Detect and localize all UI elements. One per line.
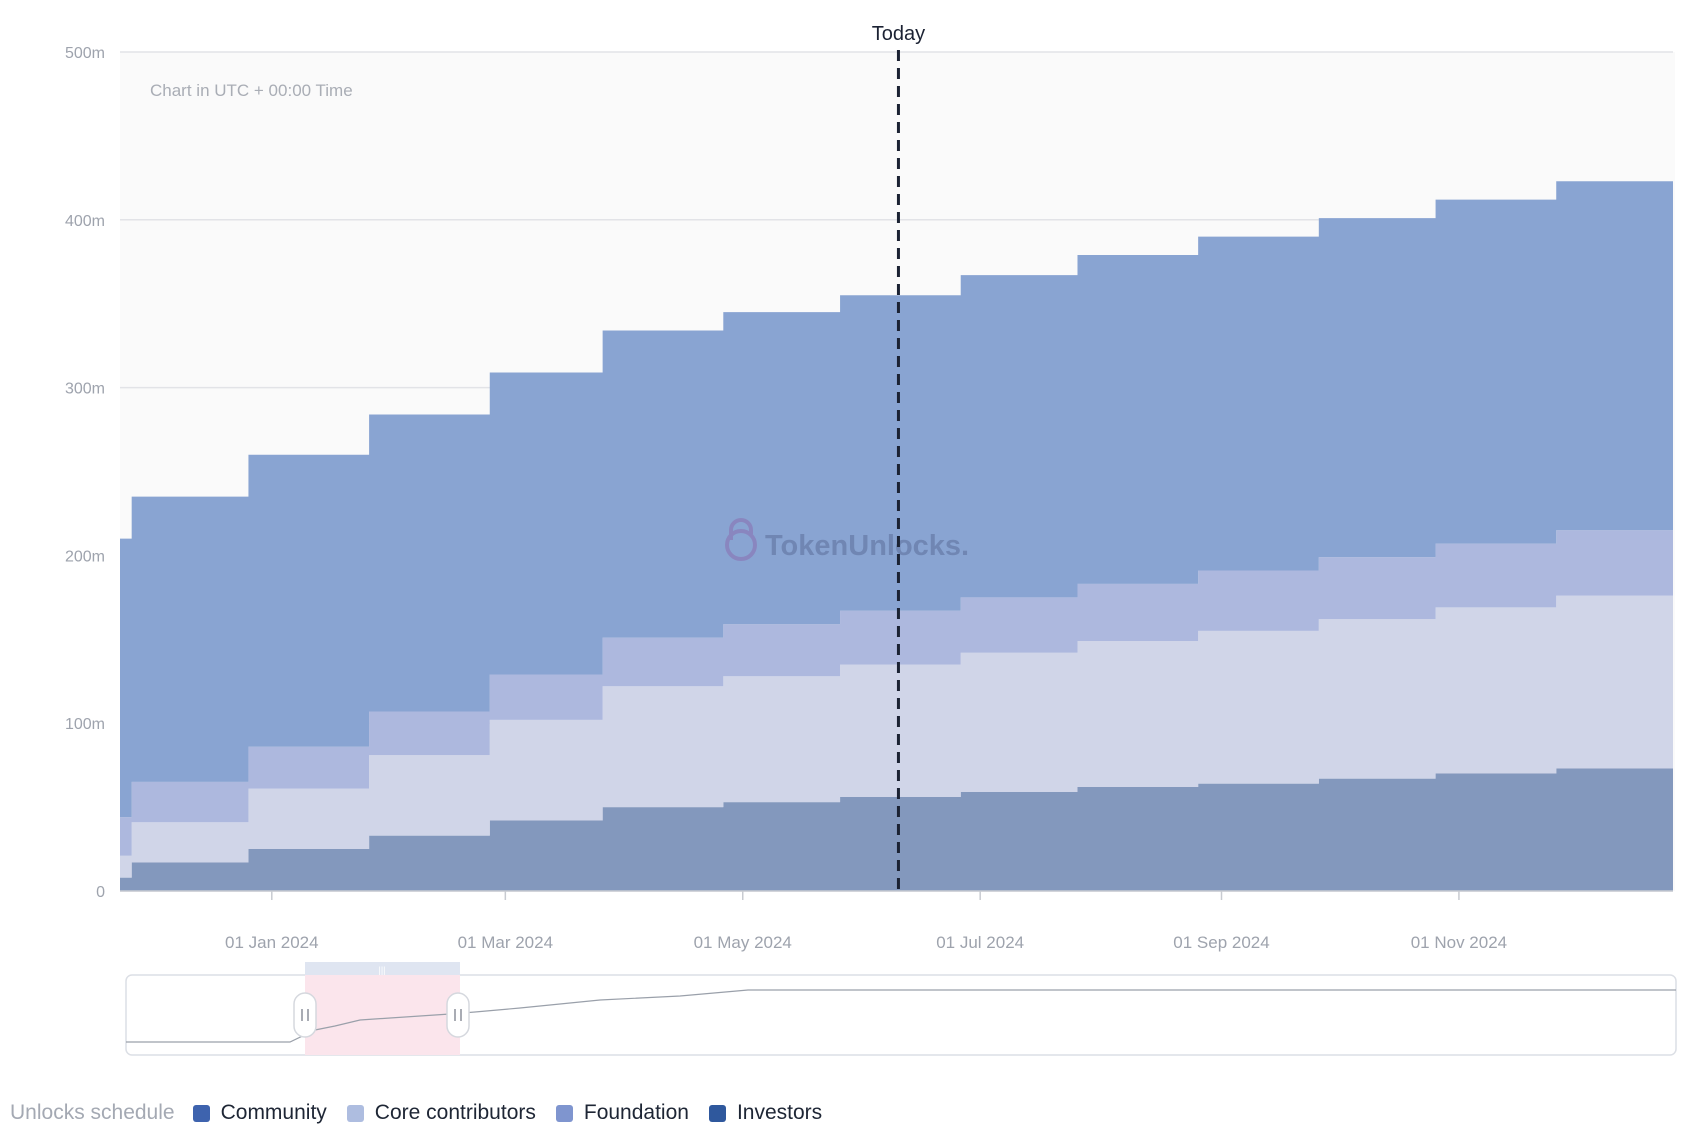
legend-item-community[interactable]: Community bbox=[192, 1101, 327, 1125]
x-tick-label: 01 Sep 2024 bbox=[1173, 933, 1269, 952]
navigator-series-line bbox=[126, 989, 1676, 1043]
navigator-grip-icon: ||| bbox=[378, 965, 385, 975]
y-tick-label: 300m bbox=[65, 381, 105, 398]
today-marker: Today bbox=[872, 23, 925, 891]
area-community bbox=[120, 181, 1673, 818]
legend: Unlocks schedule Community Core contribu… bbox=[10, 1095, 842, 1131]
legend-swatch-community bbox=[192, 1104, 210, 1122]
watermark-logo: TokenUnlocks. bbox=[725, 518, 969, 562]
x-tick-label: 01 May 2024 bbox=[694, 933, 792, 952]
legend-item-foundation[interactable]: Foundation bbox=[555, 1101, 689, 1125]
navigator-frame bbox=[125, 974, 1677, 1056]
legend-item-core-contributors[interactable]: Core contributors bbox=[346, 1101, 536, 1125]
x-tick-label: 01 Jan 2024 bbox=[225, 933, 319, 952]
navigator-handle-left bbox=[293, 992, 317, 1038]
legend-label-community: Community bbox=[220, 1101, 327, 1124]
stacked-areas bbox=[120, 181, 1673, 891]
y-tick-label: 200m bbox=[65, 548, 105, 565]
navigator-handle-right bbox=[446, 992, 470, 1038]
axes: 0 100m 200m 300m 400m 500m 01 Jan 2024 01 Mar 2… bbox=[65, 45, 1673, 952]
watermark-text: TokenUnlocks. bbox=[765, 530, 969, 562]
area-foundation bbox=[120, 530, 1673, 856]
legend-swatch-foundation bbox=[555, 1104, 573, 1122]
range-navigator[interactable]: ||| bbox=[125, 962, 1677, 1056]
legend-item-investors[interactable]: Investors bbox=[708, 1101, 823, 1125]
y-tick-label: 100m bbox=[65, 716, 105, 733]
legend-label-investors: Investors bbox=[736, 1101, 823, 1124]
y-tick-label: 0 bbox=[96, 884, 105, 901]
area-investors bbox=[120, 768, 1673, 891]
x-tick-label: 01 Jul 2024 bbox=[936, 933, 1024, 952]
legend-label-core-contributors: Core contributors bbox=[374, 1101, 536, 1124]
area-core-contributors bbox=[120, 595, 1673, 878]
chart-subtitle: Chart in UTC + 00:00 Time bbox=[150, 81, 353, 100]
today-label: Today bbox=[872, 23, 925, 45]
y-tick-label: 500m bbox=[65, 45, 105, 62]
legend-label-foundation: Foundation bbox=[583, 1101, 689, 1124]
x-tick-label: 01 Nov 2024 bbox=[1411, 933, 1507, 952]
legend-swatch-investors bbox=[708, 1104, 726, 1122]
legend-swatch-core-contributors bbox=[346, 1104, 364, 1122]
x-tick-label: 01 Mar 2024 bbox=[458, 933, 553, 952]
legend-title: Unlocks schedule bbox=[10, 1101, 175, 1124]
y-tick-label: 400m bbox=[65, 213, 105, 230]
navigator-scrollbar bbox=[305, 962, 460, 975]
